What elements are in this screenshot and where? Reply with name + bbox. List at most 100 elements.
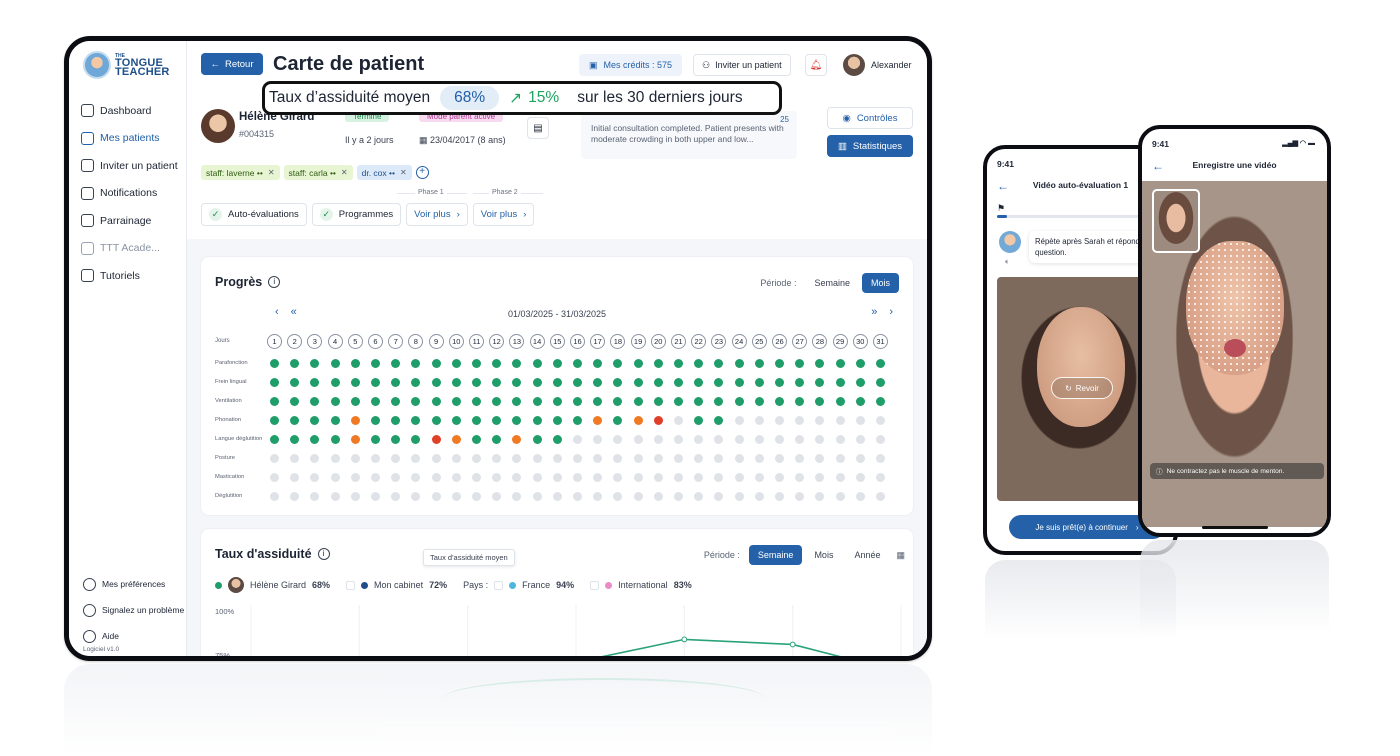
progress-dot[interactable]: [492, 492, 502, 501]
progress-dot[interactable]: [472, 416, 481, 425]
progress-dot[interactable]: [876, 359, 885, 368]
progress-dot[interactable]: [653, 378, 663, 387]
progress-dot[interactable]: [694, 492, 704, 501]
progress-dot[interactable]: [431, 397, 441, 406]
progress-dot[interactable]: [330, 435, 340, 444]
progress-dot[interactable]: [754, 492, 764, 501]
progress-dot[interactable]: [552, 397, 562, 406]
back-button[interactable]: ← Retour: [201, 53, 263, 75]
progress-dot[interactable]: [472, 378, 481, 387]
progress-dot[interactable]: [532, 454, 542, 463]
progress-dot[interactable]: [694, 378, 704, 387]
progress-dot[interactable]: [734, 473, 744, 482]
progress-dot[interactable]: [451, 454, 461, 463]
progress-dot[interactable]: [835, 473, 845, 482]
notification-bell-button[interactable]: 🔔︎: [805, 54, 827, 76]
progress-dot[interactable]: [532, 416, 542, 425]
progress-dot[interactable]: [330, 454, 340, 463]
progress-dot[interactable]: [876, 378, 885, 387]
progress-dot[interactable]: [310, 359, 320, 368]
progress-dot[interactable]: [775, 454, 784, 463]
invite-patient-button[interactable]: ⚇ Inviter un patient: [693, 54, 791, 76]
progress-dot[interactable]: [613, 378, 623, 387]
progress-dot[interactable]: [492, 454, 502, 463]
progress-dot[interactable]: [310, 454, 320, 463]
progress-dot[interactable]: [593, 435, 603, 444]
progress-dot[interactable]: [330, 397, 340, 406]
logo[interactable]: THE TONGUE TEACHER: [83, 51, 177, 79]
progress-dot[interactable]: [734, 435, 744, 444]
progress-dot[interactable]: [815, 416, 825, 425]
progress-dot[interactable]: [391, 473, 401, 482]
progress-dot[interactable]: [835, 454, 845, 463]
info-icon[interactable]: i: [317, 548, 330, 560]
progress-dot[interactable]: [573, 492, 582, 501]
progress-dot[interactable]: [714, 435, 724, 444]
progress-dot[interactable]: [532, 378, 542, 387]
progress-dot[interactable]: [411, 397, 421, 406]
progress-dot[interactable]: [552, 435, 562, 444]
sidebar-item-invite[interactable]: Inviter un patient: [81, 152, 187, 180]
progress-dot[interactable]: [653, 359, 663, 368]
progress-dot[interactable]: [371, 416, 380, 425]
progress-dot[interactable]: [411, 359, 421, 368]
double-chevron-right-icon[interactable]: »: [871, 306, 878, 318]
progress-dot[interactable]: [573, 435, 582, 444]
sidebar-item-notifications[interactable]: Notifications: [81, 180, 187, 208]
reference-video-thumbnail[interactable]: [1152, 189, 1200, 253]
progress-dot[interactable]: [593, 492, 603, 501]
progress-dot[interactable]: [270, 492, 279, 501]
progress-dot[interactable]: [876, 397, 885, 406]
progress-dot[interactable]: [451, 359, 461, 368]
progress-dot[interactable]: [694, 416, 704, 425]
progress-dot[interactable]: [552, 378, 562, 387]
progress-dot[interactable]: [613, 454, 623, 463]
progress-dot[interactable]: [694, 435, 704, 444]
progress-dot[interactable]: [795, 397, 805, 406]
progress-dot[interactable]: [411, 416, 421, 425]
progress-dot[interactable]: [532, 492, 542, 501]
progress-dot[interactable]: [633, 416, 643, 425]
progress-dot[interactable]: [371, 378, 380, 387]
progress-dot[interactable]: [512, 473, 522, 482]
progress-dot[interactable]: [552, 359, 562, 368]
sidebar-item-tutorials[interactable]: Tutoriels: [81, 262, 187, 290]
progress-dot[interactable]: [350, 454, 360, 463]
progress-dot[interactable]: [714, 378, 724, 387]
progress-dot[interactable]: [330, 473, 340, 482]
progress-dot[interactable]: [714, 454, 724, 463]
progress-dot[interactable]: [835, 435, 845, 444]
progress-dot[interactable]: [734, 359, 744, 368]
progress-dot[interactable]: [472, 397, 481, 406]
see-more-phase-1-button[interactable]: Voir plus ›: [406, 203, 468, 226]
progress-dot[interactable]: [552, 416, 562, 425]
back-arrow-icon[interactable]: ←: [1152, 159, 1164, 173]
progress-dot[interactable]: [775, 378, 784, 387]
close-icon[interactable]: ✕: [399, 168, 407, 177]
data-point[interactable]: [681, 636, 688, 643]
data-point[interactable]: [789, 641, 796, 648]
progress-dot[interactable]: [330, 492, 340, 501]
progress-dot[interactable]: [290, 416, 300, 425]
progress-dot[interactable]: [876, 416, 885, 425]
progress-dot[interactable]: [573, 359, 582, 368]
progress-dot[interactable]: [270, 473, 279, 482]
progress-dot[interactable]: [714, 416, 724, 425]
progress-dot[interactable]: [876, 454, 885, 463]
progress-dot[interactable]: [512, 492, 522, 501]
progress-dot[interactable]: [633, 473, 643, 482]
progress-dot[interactable]: [613, 492, 623, 501]
progress-dot[interactable]: [694, 454, 704, 463]
progress-dot[interactable]: [371, 359, 380, 368]
progress-dot[interactable]: [270, 454, 279, 463]
progress-dot[interactable]: [411, 492, 421, 501]
progress-dot[interactable]: [472, 473, 481, 482]
progress-dot[interactable]: [350, 435, 360, 444]
sidebar-item-dashboard[interactable]: Dashboard: [81, 97, 187, 125]
replay-button[interactable]: ↻ Revoir: [1051, 377, 1113, 399]
progress-dot[interactable]: [835, 359, 845, 368]
close-icon[interactable]: ✕: [340, 168, 348, 177]
progress-dot[interactable]: [714, 492, 724, 501]
double-chevron-left-icon[interactable]: «: [290, 306, 297, 318]
progress-dot[interactable]: [451, 473, 461, 482]
